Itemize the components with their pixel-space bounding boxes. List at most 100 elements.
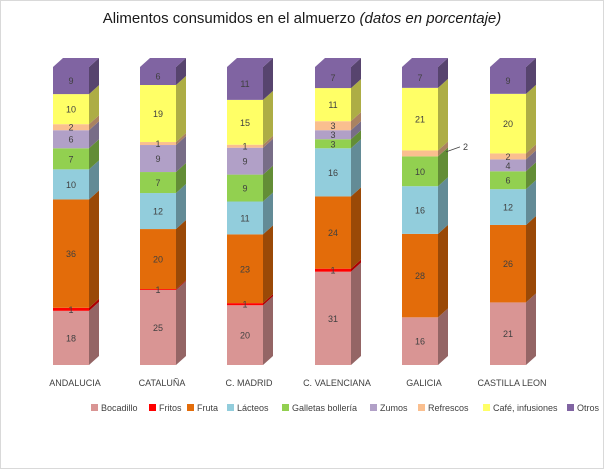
data-label-c-valenciana-refrescos: 3 bbox=[330, 121, 335, 131]
bar-segment-andalucia-lacteos bbox=[53, 169, 89, 200]
category-label-c-madrid: C. MADRID bbox=[226, 378, 274, 388]
data-label-castilla-leon-lacteos: 12 bbox=[503, 203, 513, 213]
data-label-galicia-lacteos: 16 bbox=[415, 206, 425, 216]
bar-segment-andalucia-galletas-bolleria-side bbox=[89, 139, 99, 170]
legend-label-zumos: Zumos bbox=[380, 403, 408, 413]
legend-swatch-fritos bbox=[149, 404, 156, 411]
bar-segment-andalucia-fruta-side bbox=[89, 190, 99, 308]
bar-top-c-valenciana bbox=[315, 58, 361, 67]
data-label-andalucia-zumos: 6 bbox=[68, 135, 73, 145]
bar-segment-cataluna-cafe-infusiones bbox=[140, 85, 176, 143]
data-label-cataluna-fritos: 1 bbox=[155, 285, 160, 295]
data-label-c-madrid-cafe-infusiones: 15 bbox=[240, 118, 250, 128]
data-label-c-madrid-fritos: 1 bbox=[242, 300, 247, 310]
legend-swatch-lacteos bbox=[227, 404, 234, 411]
data-label-andalucia-galletas-bolleria: 7 bbox=[68, 154, 73, 164]
bar-segment-andalucia-fritos-side bbox=[89, 298, 99, 311]
data-label-cataluna-galletas-bolleria: 7 bbox=[155, 178, 160, 188]
bar-top-castilla-leon bbox=[490, 58, 536, 67]
data-label-c-madrid-fruta: 23 bbox=[240, 264, 250, 274]
bar-segment-castilla-leon-zumos bbox=[490, 159, 526, 172]
data-label-galicia-cafe-infusiones: 21 bbox=[415, 115, 425, 125]
bar-segment-c-valenciana-galletas-bolleria bbox=[315, 139, 351, 149]
title-main: Alimentos consumidos en el almuerzo bbox=[102, 10, 356, 27]
bar-segment-c-madrid-lacteos-side bbox=[263, 192, 273, 235]
bar-segment-galicia-otros-side bbox=[438, 58, 448, 88]
bar-segment-cataluna-lacteos bbox=[140, 193, 176, 230]
bar-segment-c-madrid-galletas-bolleria bbox=[227, 174, 263, 202]
data-label-castilla-leon-refrescos: 2 bbox=[505, 152, 510, 162]
legend-swatch-cafe-infusiones bbox=[483, 404, 490, 411]
bar-segment-castilla-leon-lacteos-side bbox=[526, 180, 536, 225]
bar-segment-castilla-leon-galletas-bolleria bbox=[490, 171, 526, 190]
bar-segment-c-madrid-bocadillo-side bbox=[263, 296, 273, 365]
bar-segment-c-valenciana-otros bbox=[315, 67, 351, 89]
bar-segment-cataluna-lacteos-side bbox=[176, 184, 186, 230]
data-label-castilla-leon-zumos: 4 bbox=[505, 161, 510, 171]
bar-segment-c-valenciana-bocadillo bbox=[315, 271, 351, 365]
bar-segment-cataluna-galletas-bolleria-side bbox=[176, 163, 186, 194]
data-label-andalucia-fruta: 36 bbox=[66, 249, 76, 259]
data-label-c-madrid-galletas-bolleria: 9 bbox=[242, 184, 247, 194]
bar-segment-c-madrid-zumos bbox=[227, 147, 263, 175]
category-label-galicia: GALICIA bbox=[406, 378, 442, 388]
bar-segment-andalucia-bocadillo-side bbox=[89, 301, 99, 365]
bar-top-cataluna bbox=[140, 58, 186, 67]
bar-segment-cataluna-fritos-side bbox=[176, 280, 186, 290]
data-label-c-valenciana-otros: 7 bbox=[330, 73, 335, 83]
data-label-galicia-galletas-bolleria: 10 bbox=[415, 167, 425, 177]
bar-segment-castilla-leon-otros-side bbox=[526, 58, 536, 94]
data-label-galicia-fruta: 28 bbox=[415, 271, 425, 281]
bar-segment-galicia-fruta bbox=[402, 233, 438, 318]
bar-segment-c-madrid-refrescos bbox=[227, 144, 263, 148]
bar-segment-andalucia-refrescos-side bbox=[89, 115, 99, 131]
legend-swatch-otros bbox=[567, 404, 574, 411]
bar-segment-andalucia-refrescos bbox=[53, 124, 89, 131]
bar-segment-andalucia-cafe-infusiones-side bbox=[89, 85, 99, 125]
data-label-castilla-leon-cafe-infusiones: 20 bbox=[503, 119, 513, 129]
bar-segment-andalucia-fritos bbox=[53, 307, 89, 311]
bar-segment-c-valenciana-bocadillo-side bbox=[351, 262, 361, 365]
bar-segment-c-valenciana-otros-side bbox=[351, 58, 361, 89]
data-label-andalucia-bocadillo: 18 bbox=[66, 333, 76, 343]
data-label-galicia-otros: 7 bbox=[417, 73, 422, 83]
bar-segment-c-madrid-bocadillo bbox=[227, 305, 263, 365]
bar-segment-cataluna-fruta-side bbox=[176, 220, 186, 290]
legend-swatch-zumos bbox=[370, 404, 377, 411]
bar-segment-galicia-cafe-infusiones bbox=[402, 87, 438, 151]
bar-segment-c-madrid-galletas-bolleria-side bbox=[263, 165, 273, 202]
legend-label-galletas-bolleria: Galletas bollería bbox=[292, 403, 357, 413]
bar-segment-c-madrid-fritos-side bbox=[263, 294, 273, 306]
bar-segment-castilla-leon-refrescos-side bbox=[526, 144, 536, 160]
bar-segment-c-madrid-lacteos bbox=[227, 201, 263, 235]
category-label-andalucia: ANDALUCIA bbox=[49, 378, 101, 388]
chart-title: Alimentos consumidos en el almuerzo (dat… bbox=[0, 10, 604, 27]
bar-segment-galicia-lacteos-side bbox=[438, 177, 448, 234]
data-label-cataluna-zumos: 9 bbox=[155, 154, 160, 164]
data-label-c-valenciana-fruta: 24 bbox=[328, 228, 338, 238]
bar-segment-c-valenciana-zumos bbox=[315, 130, 351, 140]
bar-segment-cataluna-refrescos bbox=[140, 142, 176, 146]
bar-segment-castilla-leon-refrescos bbox=[490, 153, 526, 160]
legend-swatch-fruta bbox=[187, 404, 194, 411]
bar-segment-galicia-lacteos bbox=[402, 186, 438, 234]
bar-segment-c-valenciana-fritos bbox=[315, 268, 351, 272]
category-label-c-valenciana: C. VALENCIANA bbox=[303, 378, 371, 388]
bar-segment-andalucia-otros-side bbox=[89, 58, 99, 95]
bar-segment-c-madrid-cafe-infusiones-side bbox=[263, 90, 273, 145]
data-label-cataluna-bocadillo: 25 bbox=[153, 323, 163, 333]
bar-segment-c-madrid-fruta bbox=[227, 234, 263, 304]
bar-segment-galicia-bocadillo-side bbox=[438, 308, 448, 365]
legend-swatch-galletas-bolleria bbox=[282, 404, 289, 411]
data-label-andalucia-otros: 9 bbox=[68, 76, 73, 86]
data-label-castilla-leon-otros: 9 bbox=[505, 76, 510, 86]
bar-top-galicia bbox=[402, 58, 448, 67]
bar-segment-cataluna-refrescos-side bbox=[176, 133, 186, 146]
data-label-c-madrid-zumos: 9 bbox=[242, 157, 247, 167]
bar-segment-c-valenciana-refrescos bbox=[315, 121, 351, 131]
legend-swatch-refrescos bbox=[418, 404, 425, 411]
bar-segment-c-valenciana-galletas-bolleria-side bbox=[351, 130, 361, 149]
data-label-cataluna-cafe-infusiones: 19 bbox=[153, 109, 163, 119]
data-label-c-valenciana-cafe-infusiones: 11 bbox=[328, 100, 337, 110]
data-label-c-valenciana-bocadillo: 31 bbox=[328, 314, 338, 324]
